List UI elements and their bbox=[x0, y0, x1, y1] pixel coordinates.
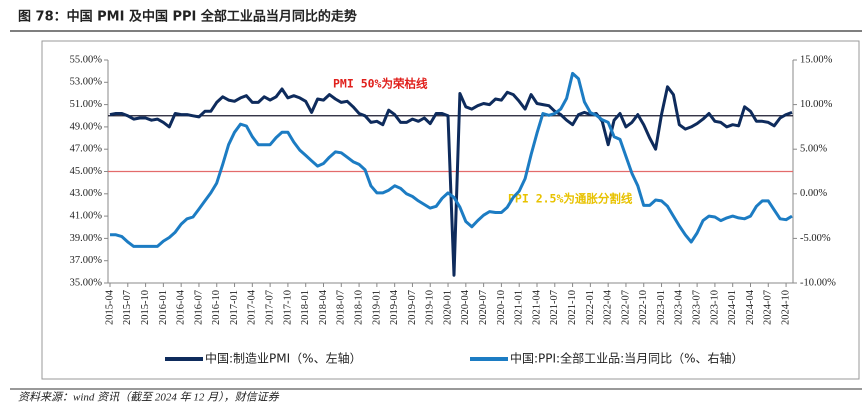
x-tick-label: 2023-01 bbox=[656, 290, 667, 325]
x-tick-label: 2019-04 bbox=[389, 289, 400, 325]
x-tick-label: 2020-10 bbox=[496, 290, 507, 325]
annotation: PPI 2.5%为通胀分割线 bbox=[508, 192, 633, 206]
legend-label: 中国:PPI:全部工业品:当月同比（%、右轴） bbox=[510, 351, 744, 366]
x-tick-label: 2020-04 bbox=[460, 289, 471, 325]
x-tick-label: 2015-04 bbox=[104, 289, 115, 325]
x-tick-label: 2024-01 bbox=[727, 290, 738, 325]
x-tick-label: 2017-04 bbox=[247, 289, 258, 325]
x-tick-label: 2020-01 bbox=[442, 290, 453, 325]
x-tick-label: 2020-07 bbox=[478, 290, 489, 325]
x-tick-label: 2022-04 bbox=[603, 289, 614, 325]
x-tick-label: 2019-10 bbox=[425, 290, 436, 325]
y-tick-label: 43.00% bbox=[70, 188, 103, 199]
x-tick-label: 2017-01 bbox=[229, 290, 240, 325]
x-tick-label: 2018-04 bbox=[318, 289, 329, 325]
x-tick-label: 2021-01 bbox=[514, 290, 525, 325]
x-tick-label: 2016-07 bbox=[193, 290, 204, 325]
source: 资料来源：wind 资讯（截至 2024 年 12 月），财信证券 bbox=[18, 391, 280, 403]
y-tick-label: 53.00% bbox=[70, 77, 103, 88]
x-tick-label: 2017-10 bbox=[282, 290, 293, 325]
y-tick-label: 41.00% bbox=[70, 211, 103, 222]
x-tick-label: 2016-04 bbox=[176, 289, 187, 325]
x-tick-label: 2022-07 bbox=[620, 290, 631, 325]
chart-frame bbox=[41, 40, 860, 380]
y-tick-label: 45.00% bbox=[70, 166, 103, 177]
x-tick-label: 2022-10 bbox=[638, 290, 649, 325]
y-tick-label: 49.00% bbox=[70, 121, 103, 132]
y2-tick-label: 15.00% bbox=[800, 54, 833, 65]
x-tick-label: 2021-04 bbox=[531, 289, 542, 325]
x-tick-label: 2024-10 bbox=[780, 290, 791, 325]
y2-tick-label: -5.00% bbox=[800, 233, 831, 244]
x-tick-label: 2017-07 bbox=[265, 290, 276, 325]
y-tick-label: 55.00% bbox=[70, 54, 103, 65]
x-tick-label: 2019-07 bbox=[407, 290, 418, 325]
y-tick-label: 51.00% bbox=[70, 99, 103, 110]
y-tick-label: 47.00% bbox=[70, 144, 103, 155]
y2-tick-label: 5.00% bbox=[800, 144, 827, 155]
x-tick-label: 2024-04 bbox=[745, 289, 756, 325]
x-tick-label: 2015-10 bbox=[140, 290, 151, 325]
y-tick-label: 35.00% bbox=[70, 277, 103, 288]
x-tick-label: 2023-07 bbox=[692, 290, 703, 325]
x-tick-label: 2018-01 bbox=[300, 290, 311, 325]
x-tick-label: 2023-10 bbox=[709, 290, 720, 325]
x-tick-label: 2019-01 bbox=[371, 290, 382, 325]
x-tick-label: 2016-01 bbox=[158, 290, 169, 325]
series-line bbox=[110, 71, 793, 248]
x-tick-label: 2018-10 bbox=[353, 290, 364, 325]
annotation: PMI 50%为荣枯线 bbox=[333, 77, 428, 91]
y-tick-label: 39.00% bbox=[70, 233, 103, 244]
legend-label: 中国:制造业PMI（%、左轴） bbox=[205, 351, 362, 366]
y2-tick-label: 10.00% bbox=[800, 99, 833, 110]
x-tick-label: 2021-10 bbox=[567, 290, 578, 325]
series-line bbox=[109, 85, 793, 277]
x-tick-label: 2018-07 bbox=[336, 290, 347, 325]
x-tick-label: 2022-01 bbox=[585, 290, 596, 325]
y2-tick-label: -10.00% bbox=[800, 277, 836, 288]
x-tick-label: 2024-07 bbox=[763, 290, 774, 325]
x-tick-label: 2021-07 bbox=[549, 290, 560, 325]
chart-title: 图 78：中国 PMI 及中国 PPI 全部工业品当月同比的走势 bbox=[18, 9, 357, 25]
x-tick-label: 2023-04 bbox=[674, 289, 685, 325]
x-tick-label: 2015-07 bbox=[122, 290, 133, 325]
y-tick-label: 37.00% bbox=[70, 255, 103, 266]
y2-tick-label: 0.00% bbox=[800, 188, 827, 199]
x-tick-label: 2016-10 bbox=[211, 290, 222, 325]
